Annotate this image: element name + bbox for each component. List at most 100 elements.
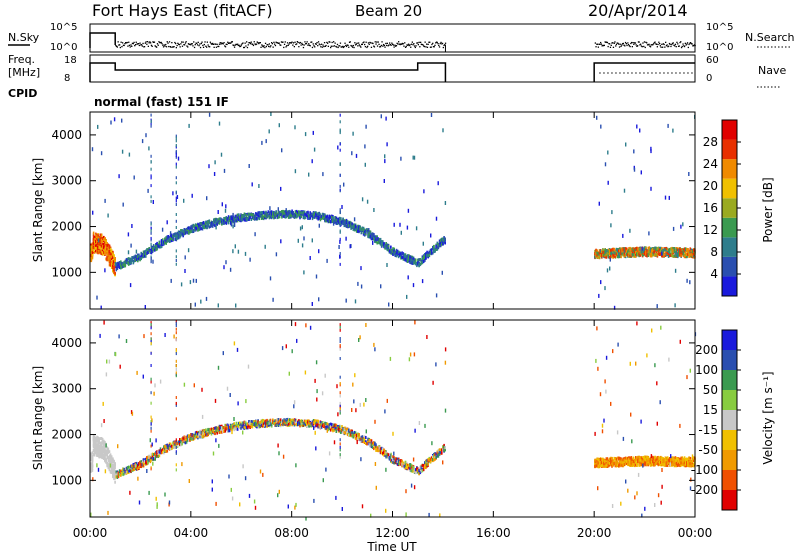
heatmap-cell <box>675 248 678 252</box>
heatmap-cell <box>160 449 163 453</box>
heatmap-cell <box>109 253 112 257</box>
heatmap-cell <box>218 426 221 430</box>
heatmap-cell <box>197 432 199 436</box>
heatmap-cell <box>150 160 152 164</box>
heatmap-cell <box>269 276 272 281</box>
heatmap-cell <box>155 244 157 248</box>
heatmap-cell <box>108 259 111 263</box>
nsky-point <box>169 46 171 48</box>
heatmap-cell <box>90 465 93 469</box>
nsky-point <box>390 44 392 46</box>
heatmap-cell <box>90 247 93 251</box>
heatmap-cell <box>145 133 147 138</box>
heatmap-cell <box>188 229 190 233</box>
heatmap-cell <box>125 466 128 470</box>
heatmap-cell <box>647 247 650 251</box>
nsky-point <box>417 44 419 46</box>
nsky-point <box>201 41 203 43</box>
heatmap-cell <box>193 224 196 228</box>
heatmap-cell <box>168 238 171 241</box>
heatmap-cell <box>649 252 652 256</box>
heatmap-cell <box>309 256 311 260</box>
heatmap-cell <box>233 217 235 220</box>
heatmap-cell <box>99 250 102 254</box>
heatmap-cell <box>135 258 138 262</box>
heatmap-cell <box>679 248 681 251</box>
heatmap-cell <box>113 268 115 272</box>
heatmap-cell <box>163 242 165 246</box>
heatmap-cell <box>650 186 652 191</box>
heatmap-cell <box>165 239 167 243</box>
heatmap-cell <box>172 191 174 196</box>
heatmap-cell <box>252 420 255 423</box>
heatmap-cell <box>211 224 214 228</box>
heatmap-cell <box>351 151 353 156</box>
heatmap-cell <box>601 253 603 257</box>
heatmap-cell <box>109 261 112 265</box>
heatmap-cell <box>602 248 604 252</box>
heatmap-cell <box>110 120 112 125</box>
freq-trace <box>89 62 695 82</box>
nsky-point <box>233 46 236 48</box>
heatmap-cell <box>243 215 246 218</box>
heatmap-cell <box>674 268 677 273</box>
nsky-point <box>609 43 611 45</box>
heatmap-cell <box>272 420 274 423</box>
heatmap-cell <box>395 251 398 254</box>
nsky-point <box>664 46 666 48</box>
heatmap-cell <box>281 215 283 219</box>
heatmap-cell <box>264 421 266 425</box>
heatmap-cell <box>150 222 152 226</box>
heatmap-cell <box>244 212 247 216</box>
heatmap-cell <box>602 253 604 257</box>
heatmap-cell <box>428 253 431 257</box>
heatmap-cell <box>129 469 131 473</box>
heatmap-cell <box>243 420 246 424</box>
heatmap-cell <box>130 464 132 468</box>
heatmap-cell <box>241 218 243 221</box>
heatmap-cell <box>294 125 296 130</box>
heatmap-cell <box>684 249 687 253</box>
heatmap-cell <box>245 425 248 429</box>
heatmap-cell <box>680 248 682 252</box>
heatmap-cell <box>101 454 104 458</box>
heatmap-cell <box>152 200 154 204</box>
nsky-point <box>270 45 272 47</box>
heatmap-cell <box>175 440 178 444</box>
heatmap-cell <box>252 214 255 217</box>
heatmap-cell <box>598 293 600 298</box>
heatmap-cell <box>261 140 263 145</box>
nsky-point <box>687 46 689 49</box>
heatmap-cell <box>619 247 621 251</box>
heatmap-cell <box>206 224 208 228</box>
heatmap-cell <box>396 251 399 255</box>
heatmap-cell <box>649 249 652 253</box>
nsky-point <box>347 44 349 46</box>
heatmap-cell <box>636 252 638 256</box>
nsky-point <box>252 44 255 47</box>
heatmap-cell <box>362 232 365 236</box>
heatmap-cell <box>120 261 122 265</box>
heatmap-cell <box>264 214 266 218</box>
heatmap-cell <box>666 251 669 255</box>
heatmap-cell <box>117 263 120 267</box>
heatmap-cell <box>613 252 616 256</box>
heatmap-cell <box>396 253 399 257</box>
heatmap-cell <box>223 219 225 223</box>
heatmap-cell <box>339 252 341 255</box>
heatmap-cell <box>169 442 172 446</box>
freq-frame <box>89 54 696 83</box>
heatmap-cell <box>101 244 104 248</box>
heatmap-cell <box>326 215 329 219</box>
heatmap-cell <box>333 219 335 223</box>
heatmap-cell <box>606 249 609 252</box>
heatmap-cell <box>104 459 106 463</box>
heatmap-cell <box>112 468 114 472</box>
heatmap-cell <box>206 196 208 201</box>
heatmap-cell <box>400 230 402 235</box>
heatmap-cell <box>419 258 422 261</box>
heatmap-cell <box>647 251 650 255</box>
heatmap-cell <box>95 244 97 248</box>
heatmap-cell <box>369 232 372 236</box>
